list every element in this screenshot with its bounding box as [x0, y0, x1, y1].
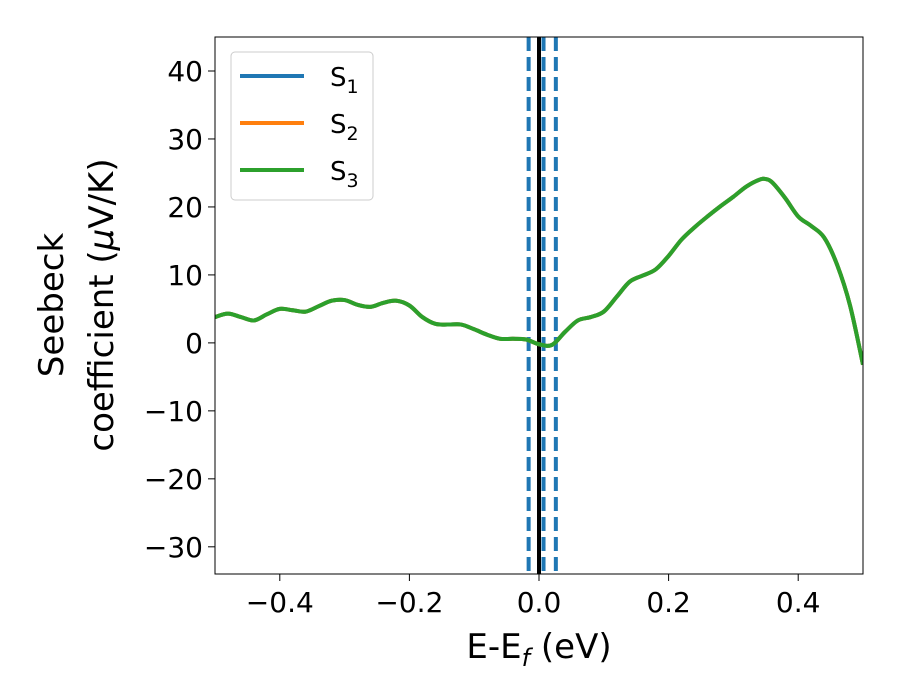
y-axis-ticks: −30 −20 −10 0 10 20 30 40: [144, 55, 215, 564]
legend-label-s3: S3: [330, 157, 359, 192]
x-tick-label: 0.2: [646, 586, 691, 619]
legend-label-main: S: [330, 157, 347, 187]
legend-label-main: S: [330, 63, 347, 93]
legend-label-subscript: 3: [347, 170, 359, 192]
x-axis-title: E-Ef (eV): [466, 627, 611, 672]
series-line-s3: [215, 176, 863, 366]
y-tick-label: 40: [167, 55, 203, 88]
y-axis-title-prefix: coefficient (: [82, 250, 122, 451]
x-tick-label: 0.4: [776, 586, 821, 619]
legend-label-subscript: 2: [347, 123, 359, 145]
legend-label-s1: S1: [330, 63, 359, 98]
y-tick-label: 0: [185, 327, 203, 360]
x-axis-ticks: −0.4 −0.2 0.0 0.2 0.4: [246, 574, 821, 619]
x-axis-title-unit: (eV): [530, 627, 612, 667]
fermi-level-lines: [526, 37, 558, 574]
y-tick-label: −10: [144, 395, 203, 428]
y-axis-title: Seebeck coefficient (μV/K): [32, 158, 122, 451]
x-tick-label: −0.4: [246, 586, 314, 619]
x-tick-label: 0.0: [517, 586, 562, 619]
y-tick-label: 30: [167, 123, 203, 156]
y-axis-title-unit: V/K): [82, 158, 122, 228]
y-tick-label: 10: [167, 259, 203, 292]
x-tick-label: −0.2: [375, 586, 443, 619]
y-axis-title-mu: μ: [82, 229, 122, 252]
y-axis-title-line1: Seebeck: [32, 233, 72, 378]
y-tick-label: 20: [167, 191, 203, 224]
y-tick-label: −20: [144, 463, 203, 496]
legend-label-subscript: 1: [347, 76, 359, 98]
legend-label-main: S: [330, 110, 347, 140]
legend-box: [230, 51, 374, 201]
y-axis-title-line2: coefficient (μV/K): [82, 158, 122, 451]
series-lines: [215, 176, 863, 366]
y-tick-label: −30: [144, 531, 203, 564]
x-axis-title-main: E-E: [466, 627, 521, 667]
legend-label-s2: S2: [330, 110, 359, 145]
